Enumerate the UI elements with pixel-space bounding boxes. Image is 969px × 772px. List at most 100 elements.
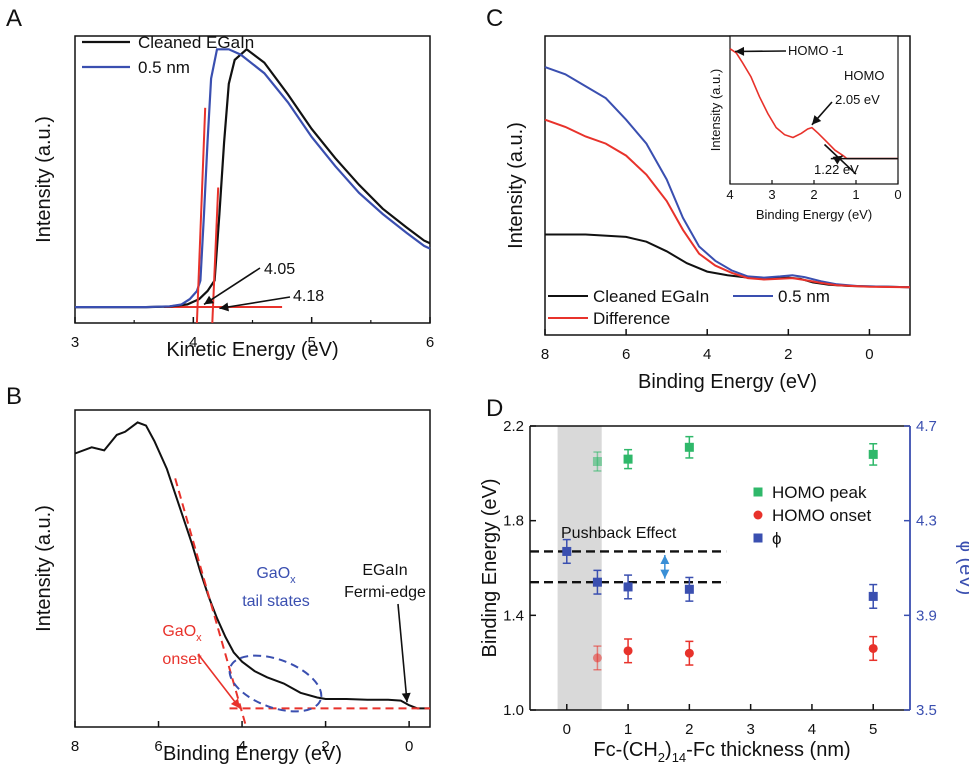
d-legend-label-homo-onset: HOMO onset [772,506,871,525]
c-x-tick-label: 4 [703,346,711,363]
c-inset-arrow-homo-1-head [735,46,745,56]
c-inset-x-tick-label: 2 [810,187,817,202]
panel-letter-c: C [486,5,503,32]
b-annotation-tail-states: tail states [242,593,310,610]
panel-d: 0 1 2 3 4 5 1.0 1.4 1.8 2.2 3.5 3.9 4.3 4.7 Binding En… [479,418,969,738]
c-inset-arrow-homo-head [811,115,822,125]
c-y-axis-title: Intensity (a.u.) [505,122,527,249]
a-y-axis-title: Intensity (a.u.) [33,116,55,243]
c-legend-label-cleaned: Cleaned EGaIn [593,287,709,306]
b-arrow-fermi-edge-head [401,692,411,703]
a-annotation-4-05: 4.05 [264,261,295,278]
panel-letter-b: B [6,383,22,410]
a-x-tick-label: 3 [71,334,79,351]
b-arrow-fermi-edge-shaft [397,603,408,703]
b-annotation-onset: onset [162,651,202,668]
a-arrow-4-18-head [219,302,229,312]
c-inset-x-tick-label: 4 [726,187,733,202]
d-x-tick-label: 0 [563,721,571,738]
c-inset-x-tick-label: 3 [768,187,775,202]
c-x-tick-label: 0 [865,346,873,363]
c-inset-x-axis-title: Binding Energy (eV) [756,207,872,222]
a-arrow-4-18-shaft [219,296,291,310]
d-y2-tick-label: 4.3 [916,513,937,530]
d-y-axis-title: Binding Energy (eV) [479,479,501,658]
c-inset-x-tick-label: 1 [852,187,859,202]
c-plot-frame [544,35,911,336]
d-legend-label-phi: ϕ [772,529,782,548]
d-point-phi [592,577,602,587]
a-x-tick-label: 6 [426,334,434,351]
d-point-phi [562,546,572,556]
d-y2-axis-title: ϕ (eV) [955,541,969,596]
c-inset-y-axis-title: Intensity (a.u.) [708,69,723,151]
d-point-homo-onset [592,653,602,663]
b-x-tick-label: 2 [321,738,329,755]
a-arrow-4-05-shaft [203,267,261,306]
d-point-phi [868,591,878,601]
b-annotation-gaox-tail: GaOx [256,565,296,586]
b-y-axis-title: Intensity (a.u.) [33,505,55,632]
b-x-axis-title: Binding Energy (eV) [163,743,342,765]
b-annotation-egain: EGaIn [362,562,407,579]
b-arrow-onset-head [230,698,240,709]
c-x-tick-label: 2 [784,346,792,363]
b-arrow-onset-shaft [197,653,241,709]
d-y2-tick-label: 3.9 [916,607,937,624]
c-series-line-difference [544,118,911,289]
c-x-tick-label: 6 [622,346,630,363]
b-annotation-gaox-onset: GaOx [162,623,202,644]
d-y2-tick-label: 4.7 [916,418,937,435]
a-plot-frame [74,35,431,324]
c-x-axis-title: Binding Energy (eV) [638,371,817,393]
b-x-tick-label: 6 [154,738,162,755]
panel-a: 3 4 5 6 Kinetic Energy (eV) Intensity (a.u.) C… [33,33,434,361]
a-annotation-4-18: 4.18 [293,288,324,305]
a-series-line-half-nm [75,48,431,309]
d-y-tick-label: 1.0 [503,702,524,719]
c-inset-annotation-homo: HOMO [844,68,884,83]
d-x-axis-title: Fc-(CH2)14-Fc thickness (nm) [593,739,850,765]
d-point-homo-onset [623,646,633,656]
d-point-phi [684,584,694,594]
b-x-tick-label: 4 [238,738,246,755]
d-x-tick-label: 1 [624,721,632,738]
d-legend-label-homo-peak: HOMO peak [772,483,867,502]
a-legend-label: Cleaned EGaIn [138,33,254,52]
d-point-homo-peak [592,457,602,466]
panel-b: 8 6 4 2 0 Binding Energy (eV) Intensity (a.u.) [33,409,431,765]
d-annotation-pushback: Pushback Effect [561,525,677,542]
c-inset-x-tick-label: 0 [894,187,901,202]
d-legend-marker-phi [753,533,763,543]
d-pushback-arrow-head-up [660,554,670,564]
b-tail-states-ellipse [228,654,323,713]
panel-c: 8 6 4 2 0 Binding Energy (eV) Intensity (a.u.)… [505,35,911,393]
c-inset-annotation-2-05: 2.05 eV [835,92,880,107]
a-arrow-4-05-head [203,295,214,305]
d-point-homo-peak [684,442,694,452]
c-inset-annotation-homo-1: HOMO -1 [788,43,844,58]
c-legend-label-half-nm: 0.5 nm [778,287,830,306]
c-inset-arrow-onset-head [832,155,843,165]
panel-letter-a: A [6,5,22,32]
c-series-line-cleaned [545,233,911,289]
panel-letter-d: D [486,395,503,422]
d-point-homo-peak [868,449,878,459]
b-x-tick-label: 8 [71,738,79,755]
d-x-tick-label: 3 [746,721,754,738]
c-series-line-half-nm [544,66,911,289]
d-point-homo-peak [623,454,633,464]
d-x-tick-label: 4 [808,721,816,738]
a-x-axis-title: Kinetic Energy (eV) [166,339,338,361]
d-point-homo-onset [684,648,694,658]
b-x-tick-label: 0 [405,738,413,755]
a-series-line-cleaned [75,47,431,309]
d-y2-tick-label: 3.5 [916,702,937,719]
a-onset-fit-half-nm [195,107,207,324]
d-y-tick-label: 2.2 [503,418,524,435]
d-legend-marker-homo-onset [753,510,763,520]
a-legend-label: 0.5 nm [138,58,190,77]
a-onset-fit-cleaned [211,187,220,324]
c-x-tick-label: 8 [541,346,549,363]
